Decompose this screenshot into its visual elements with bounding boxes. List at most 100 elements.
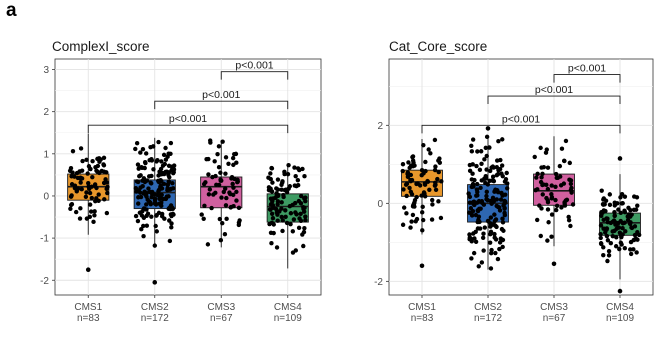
data-point xyxy=(419,173,424,178)
data-point xyxy=(284,189,290,195)
n-count-label: n=83 xyxy=(77,313,100,324)
data-point xyxy=(230,155,236,161)
data-point xyxy=(481,248,486,253)
data-point xyxy=(141,215,147,220)
x-tick-label: CMS1 xyxy=(74,302,102,313)
data-point xyxy=(435,176,440,182)
data-point xyxy=(488,215,494,220)
data-point xyxy=(274,210,280,215)
data-point xyxy=(477,206,482,212)
data-point xyxy=(291,217,297,222)
data-point xyxy=(489,247,494,253)
data-point xyxy=(467,194,473,200)
data-point xyxy=(275,187,281,192)
data-point xyxy=(73,209,79,215)
data-point xyxy=(470,137,476,142)
data-point xyxy=(298,193,304,199)
data-point xyxy=(405,171,410,177)
data-point xyxy=(488,266,494,271)
data-point xyxy=(628,247,633,252)
data-point xyxy=(231,185,236,190)
data-point xyxy=(292,165,297,170)
data-point xyxy=(612,209,617,215)
data-point xyxy=(212,159,217,164)
data-point xyxy=(134,179,140,184)
data-point xyxy=(471,184,476,189)
data-point xyxy=(620,225,625,231)
data-point xyxy=(500,244,505,250)
data-point xyxy=(499,226,505,232)
p-value-label: p<0.001 xyxy=(502,113,540,125)
data-point xyxy=(237,218,242,223)
data-point xyxy=(626,212,631,217)
data-point xyxy=(488,229,494,234)
data-point xyxy=(605,238,611,243)
data-point xyxy=(296,225,302,231)
data-point xyxy=(607,202,613,207)
data-point xyxy=(101,163,107,168)
data-point xyxy=(483,145,488,151)
p-value-label: p<0.001 xyxy=(535,84,573,96)
data-point xyxy=(69,182,75,187)
data-point xyxy=(201,181,207,187)
data-point xyxy=(280,180,285,185)
data-point xyxy=(143,151,149,156)
n-count-label: n=172 xyxy=(474,313,503,324)
data-point xyxy=(144,207,149,212)
p-value-label: p<0.001 xyxy=(235,60,273,72)
data-point xyxy=(549,191,554,197)
data-point xyxy=(420,204,425,210)
data-point xyxy=(567,160,573,166)
data-point xyxy=(400,162,406,167)
data-point xyxy=(534,175,539,180)
data-point xyxy=(279,187,284,192)
data-point xyxy=(539,206,544,211)
data-point xyxy=(166,206,171,212)
data-point xyxy=(152,200,158,205)
comparison-bracket xyxy=(487,95,621,105)
p-value-label: p<0.001 xyxy=(169,113,207,125)
data-point xyxy=(505,181,510,186)
data-point xyxy=(568,223,573,229)
data-point xyxy=(481,202,487,207)
data-point xyxy=(155,158,160,163)
data-point xyxy=(275,202,280,207)
data-point xyxy=(84,216,90,221)
data-point xyxy=(400,168,405,174)
data-point xyxy=(205,242,211,247)
data-point xyxy=(409,219,414,224)
data-point xyxy=(211,192,216,197)
x-tick-label: CMS2 xyxy=(474,302,502,313)
data-point xyxy=(568,178,574,183)
data-point xyxy=(632,224,638,229)
data-point xyxy=(601,252,606,258)
data-point xyxy=(628,251,634,257)
data-point xyxy=(273,206,279,212)
data-point xyxy=(288,221,293,227)
data-point xyxy=(467,162,473,168)
data-point xyxy=(150,144,156,149)
data-point xyxy=(288,211,294,216)
data-point xyxy=(231,204,236,209)
data-point xyxy=(635,237,640,242)
data-point xyxy=(430,197,435,203)
data-point xyxy=(404,211,409,216)
data-point xyxy=(569,190,574,195)
data-point xyxy=(300,166,305,172)
y-tick-label: -2 xyxy=(374,277,383,288)
data-point xyxy=(497,208,503,213)
data-point xyxy=(134,189,139,194)
data-point xyxy=(146,186,151,191)
x-tick-label: CMS2 xyxy=(141,302,169,313)
outlier-point xyxy=(485,126,491,131)
data-point xyxy=(487,145,492,150)
data-point xyxy=(545,207,551,212)
data-point xyxy=(78,206,83,211)
data-point xyxy=(433,164,438,169)
data-point xyxy=(485,182,491,187)
data-point xyxy=(420,210,425,215)
data-point xyxy=(625,217,631,223)
data-point xyxy=(604,233,610,239)
data-point xyxy=(218,177,223,182)
